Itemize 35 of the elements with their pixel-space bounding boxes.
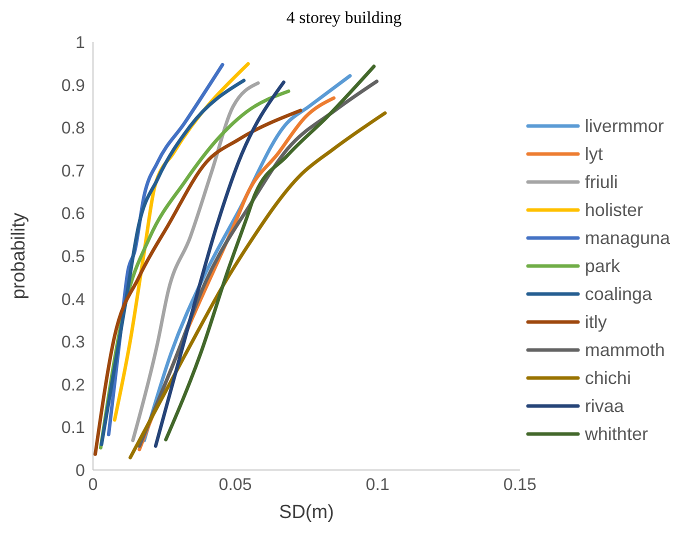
legend-label: rivaa bbox=[584, 396, 624, 416]
legend-label: chichi bbox=[584, 368, 631, 388]
x-tick-label: 0.05 bbox=[218, 475, 252, 494]
legend-label: managuna bbox=[584, 228, 670, 248]
line-series bbox=[128, 111, 387, 460]
legend-label: mammoth bbox=[584, 340, 665, 360]
y-tick-label: 0.6 bbox=[61, 204, 85, 224]
y-tick-label: 0.9 bbox=[61, 76, 85, 95]
legend-label: coalinga bbox=[584, 284, 652, 304]
y-tick-label: 1 bbox=[76, 33, 85, 52]
y-tick-label: 0.5 bbox=[61, 247, 85, 266]
y-tick-label: 0.4 bbox=[61, 290, 85, 309]
legend-label: friuli bbox=[584, 172, 618, 192]
line-series bbox=[164, 64, 376, 442]
line-series bbox=[100, 78, 246, 446]
x-axis-title: SD(m) bbox=[279, 502, 334, 523]
line-series bbox=[154, 80, 286, 448]
chart-title: 4 storey building bbox=[285, 8, 403, 29]
y-tick-label: 0.7 bbox=[61, 161, 85, 180]
legend-label: park bbox=[584, 256, 620, 276]
y-tick-label: 0.8 bbox=[61, 118, 85, 138]
legend-label: lyt bbox=[584, 144, 603, 164]
x-tick-label: 0 bbox=[88, 475, 98, 494]
legend-label: livermmor bbox=[584, 116, 664, 136]
y-axis-title: probability bbox=[8, 212, 30, 300]
legend-label: whithter bbox=[584, 424, 648, 444]
legend-label: itly bbox=[584, 312, 607, 332]
y-tick-label: 0.2 bbox=[61, 375, 85, 394]
legend-label: holister bbox=[584, 200, 643, 220]
x-tick-label: 0.1 bbox=[366, 475, 390, 494]
y-tick-label: 0.3 bbox=[61, 332, 85, 352]
x-tick-label: 0.15 bbox=[503, 475, 536, 494]
y-tick-label: 0.1 bbox=[61, 418, 85, 438]
line-series bbox=[131, 81, 260, 442]
y-tick-label: 0 bbox=[76, 461, 85, 480]
